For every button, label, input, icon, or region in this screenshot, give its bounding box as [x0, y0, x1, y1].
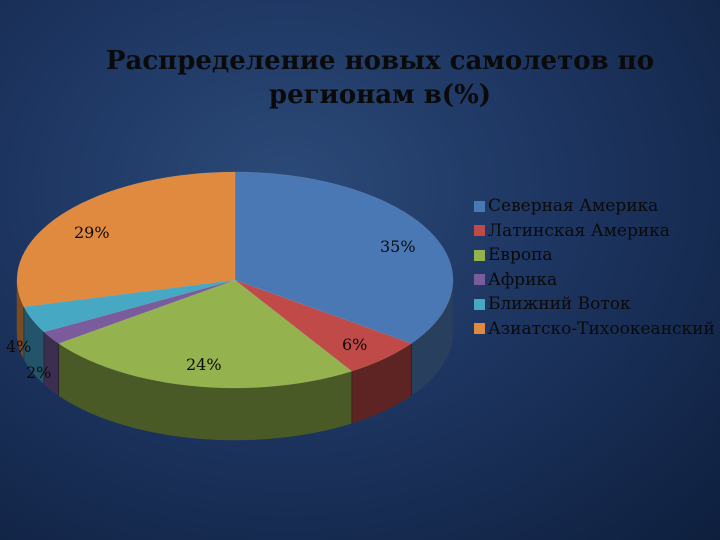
- legend-item: Латинская Америка: [474, 219, 715, 244]
- pie-slice: [43, 279, 236, 344]
- legend-label: Африка: [488, 269, 558, 290]
- legend-swatch: [474, 225, 485, 237]
- pie-data-label: 2%: [26, 363, 51, 382]
- pie-slice: [234, 171, 454, 344]
- legend: Северная Америка Латинская Америка Европ…: [474, 194, 715, 341]
- chart-title-line-1: Распределение новых самолетов по: [105, 46, 655, 76]
- legend-item: Африка: [474, 268, 715, 293]
- pie-data-label: 35%: [380, 237, 416, 256]
- legend-label: Северная Америка: [488, 196, 659, 217]
- legend-swatch: [474, 249, 485, 261]
- legend-item: Азиатско-Тихоокеанский: [474, 317, 715, 342]
- pie-slice: [234, 279, 412, 372]
- legend-item: Ближний Воток: [474, 292, 715, 317]
- pie-slice-side: [16, 279, 25, 359]
- pie-slice: [23, 279, 236, 333]
- legend-label: Латинская Америка: [488, 220, 670, 241]
- legend-swatch: [474, 323, 485, 335]
- pie-data-label: 6%: [342, 335, 367, 354]
- pie-data-label: 29%: [74, 223, 110, 242]
- legend-item: Европа: [474, 243, 715, 268]
- legend-swatch: [474, 200, 485, 212]
- pie-top: [16, 171, 454, 389]
- chart-title-line-2: регионам в(%): [268, 80, 492, 110]
- pie-slice: [58, 279, 353, 389]
- legend-item: Северная Америка: [474, 194, 715, 219]
- pie-data-label: 24%: [186, 355, 222, 374]
- pie-slice: [16, 171, 236, 308]
- chart-title: Распределение новых самолетов по региона…: [100, 44, 660, 112]
- legend-label: Европа: [488, 245, 553, 266]
- legend-label: Ближний Воток: [488, 294, 631, 315]
- legend-swatch: [474, 274, 485, 286]
- legend-swatch: [474, 298, 485, 310]
- pie-data-label: 4%: [6, 337, 31, 356]
- legend-label: Азиатско-Тихоокеанский: [488, 318, 715, 339]
